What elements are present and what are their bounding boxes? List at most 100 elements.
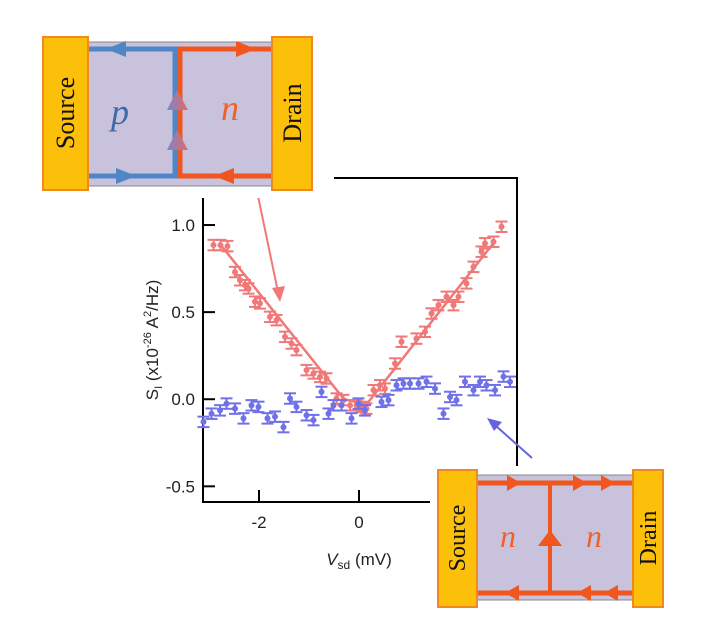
marker [310,417,317,424]
data-point [452,290,465,304]
marker [272,413,278,420]
data-point [475,245,488,258]
data-point [450,393,463,407]
marker [498,223,505,230]
marker [400,380,407,387]
marker [210,242,217,249]
arrow-up-icon [167,90,188,110]
y-tick-label: 0.0 [171,390,195,409]
marker [223,400,230,407]
data-point [300,409,313,422]
data-point [390,379,403,392]
drain-contact [632,469,664,608]
marker [330,402,337,409]
data-point [474,375,486,389]
marker [287,395,293,402]
data-point [420,375,433,389]
data-point [412,377,425,390]
marker [478,248,485,255]
data-point [425,307,438,320]
marker [483,382,490,389]
y-tick-label: 0.5 [171,303,195,322]
data-point [504,375,516,389]
red-pointer-arrow [257,195,285,302]
inset-nn-junction: n n Source Drain [430,466,670,614]
marker [378,398,385,405]
data-point [320,372,333,385]
data-point [419,325,431,339]
data-point [290,343,303,357]
marker [407,380,413,387]
data-point [284,392,296,405]
data-point [395,335,408,348]
marker [500,373,507,380]
marker [432,385,438,392]
data-point [389,357,401,370]
marker [303,412,310,419]
source-contact [42,36,89,191]
data-point [375,395,388,409]
marker [385,397,392,404]
marker [453,397,460,404]
marker [255,403,262,410]
marker [293,403,300,410]
y-tick-label: 1.0 [171,216,195,235]
x-tick-label: 0 [354,513,363,532]
fit-lines [220,241,495,406]
marker [293,347,300,354]
marker [443,293,450,300]
data-point [345,412,358,425]
data-point [300,363,313,377]
region-label-n: n [586,518,602,554]
arrow-left-icon [505,585,519,601]
data-point [254,297,266,310]
data-point [495,220,508,233]
data-point [440,290,453,304]
marker [415,380,422,387]
marker [492,387,498,394]
marker [450,302,457,309]
blue-pointer-arrow [487,418,533,459]
marker [348,415,355,422]
marker [435,302,442,309]
marker [245,285,252,292]
source-label: Source [445,505,471,572]
inset-pn-junction: p n Source Drain [34,28,334,198]
source-label: Source [51,77,80,149]
marker [317,373,323,380]
source-contact [437,469,478,608]
arrow-left-icon [577,585,591,601]
plot-frame [202,177,518,503]
marker [264,415,271,422]
y-axis-label: SI (x10-26 A2/Hz) [142,280,165,401]
marker [370,387,377,394]
data-point [314,370,326,384]
marker [347,402,353,409]
drain-contact [271,36,313,191]
marker [470,387,477,394]
data-point [489,383,501,397]
data-point [214,404,226,417]
arrow-up-icon [538,530,562,546]
data-point [429,382,441,395]
data-point [245,399,258,412]
region-label-p: p [108,92,129,132]
marker [325,410,332,417]
marker [382,385,388,392]
marker [248,402,255,409]
marker [200,418,207,425]
marker [398,338,405,345]
region-label-n: n [221,88,239,128]
y-tick-label: -0.5 [166,477,195,496]
marker [338,402,345,409]
data-point [290,400,303,414]
arrow-left-icon [214,168,234,184]
data-point [285,337,298,350]
marker [273,317,280,324]
arrow-right-icon [507,475,521,491]
data-points [197,220,516,434]
marker [323,375,330,382]
marker [490,238,497,245]
marker [257,300,263,307]
